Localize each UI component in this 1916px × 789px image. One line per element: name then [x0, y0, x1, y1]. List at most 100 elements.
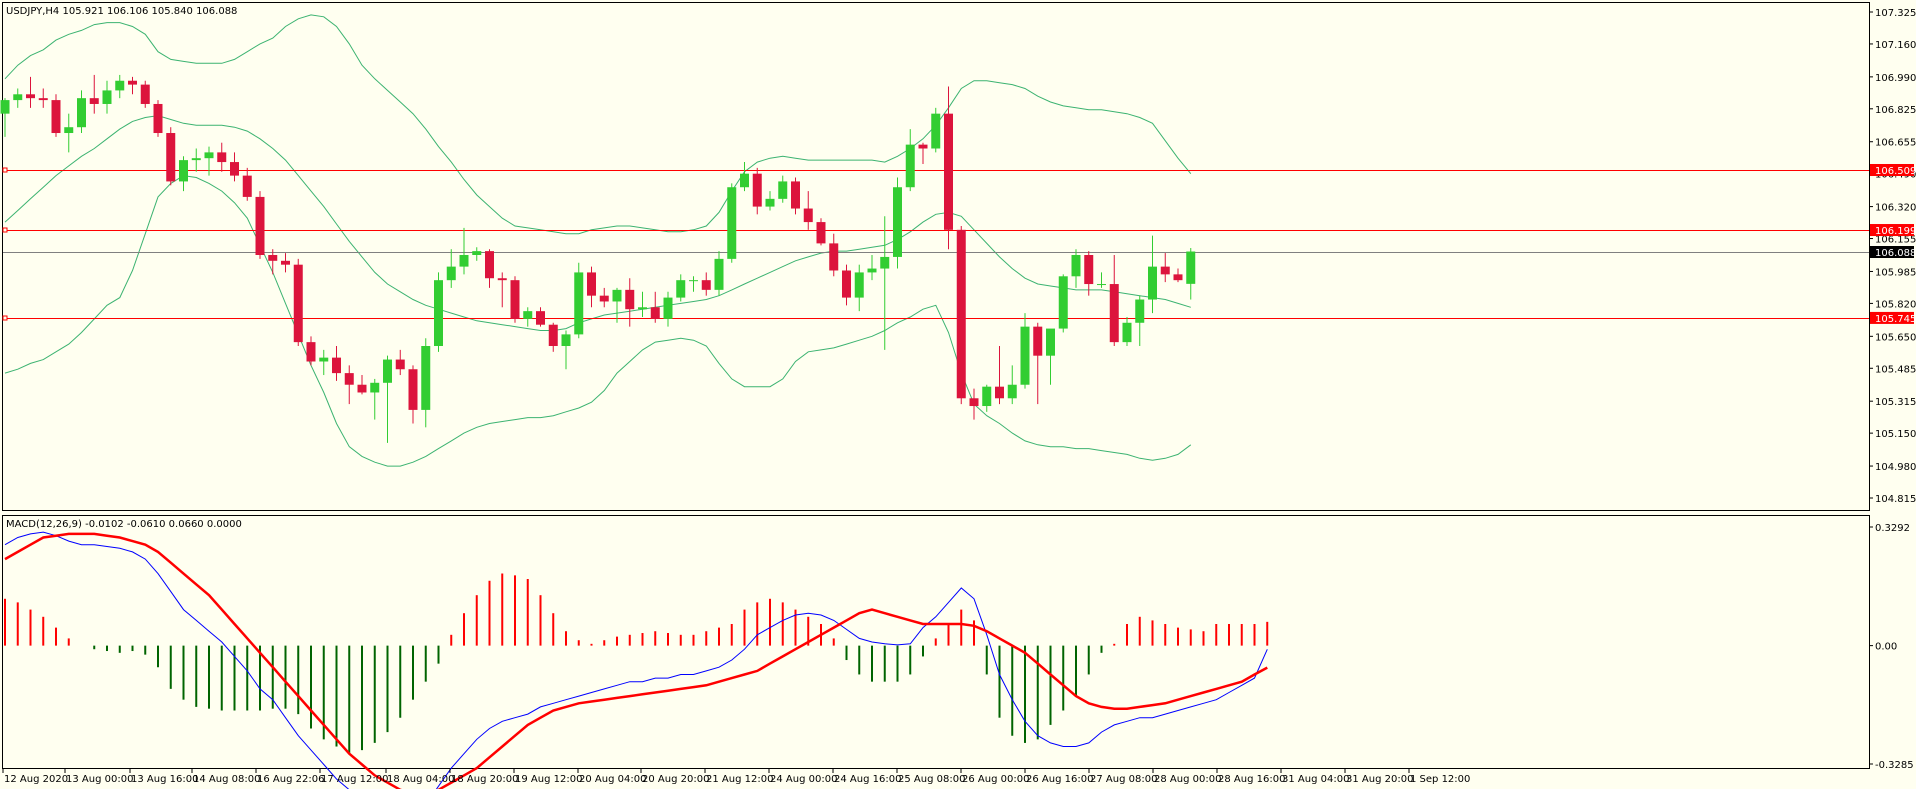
time-tick-label: 31 Aug 04:00: [1282, 774, 1349, 785]
time-tick-label: 13 Aug 00:00: [66, 774, 133, 785]
candle-body: [408, 369, 418, 410]
candle: [217, 142, 227, 172]
time-tick-label: 24 Aug 16:00: [834, 774, 901, 785]
bollinger-middle-band: [4, 115, 1191, 331]
candle: [944, 86, 953, 250]
candle: [332, 346, 341, 381]
candle: [179, 156, 188, 192]
level-anchor-3[interactable]: [2, 315, 8, 321]
candle: [1097, 272, 1106, 288]
candle-body: [344, 373, 354, 385]
candle-body: [1007, 384, 1017, 399]
candle-body: [752, 173, 762, 207]
price-tick-label: 105.650: [1875, 332, 1916, 343]
candle-body: [128, 80, 137, 85]
candle: [893, 177, 902, 269]
candle: [153, 100, 163, 137]
time-tick-label: 18 Aug 20:00: [451, 774, 518, 785]
price-tick-label: 104.815: [1875, 494, 1916, 505]
candle-body: [1135, 299, 1145, 323]
time-tick-label: 1 Sep 12:00: [1410, 774, 1470, 785]
bollinger-upper-band: [4, 14, 1192, 235]
candle-body: [51, 100, 61, 134]
candle-body: [816, 222, 826, 244]
macd-axis: 0.3292 0.00 -0.3285: [1869, 523, 1914, 771]
candle-body: [765, 198, 775, 207]
candle: [13, 88, 23, 108]
candle-body: [944, 113, 953, 230]
macd-tick-label: 0.00: [1875, 642, 1897, 653]
candle: [1160, 253, 1170, 283]
price-tick-label: 105.985: [1875, 267, 1916, 278]
candle-body: [969, 398, 979, 407]
candle-body: [867, 268, 877, 273]
time-tick-label: 20 Aug 04:00: [579, 774, 646, 785]
time-tick-label: 14 Aug 08:00: [193, 774, 260, 785]
time-tick-label: 25 Aug 08:00: [898, 774, 965, 785]
candle-body: [995, 386, 1004, 399]
candle: [0, 98, 10, 137]
candle: [982, 384, 992, 412]
candle-body: [268, 255, 278, 261]
candle-body: [1173, 274, 1183, 281]
candle: [77, 90, 86, 134]
candle-body: [842, 270, 851, 298]
candle: [115, 74, 125, 99]
candle-body: [1160, 266, 1170, 275]
candle: [421, 338, 431, 428]
candle-body: [905, 144, 915, 188]
price-tick-label: 106.825: [1875, 105, 1916, 116]
candle: [459, 227, 469, 275]
chart-header: USDJPY,H4 105.921 106.106 105.840 106.08…: [6, 6, 237, 17]
candle: [281, 253, 290, 273]
candle-body: [89, 98, 99, 104]
macd-tick-label: -0.3285: [1875, 760, 1914, 771]
macd-signal-line: [4, 532, 1268, 789]
candle-body: [740, 173, 749, 188]
candle-body: [803, 208, 813, 223]
candle-body: [1097, 284, 1106, 286]
time-tick-label: 24 Aug 00:00: [770, 774, 837, 785]
candle-body: [510, 280, 520, 319]
price-tick-label: 106.990: [1875, 73, 1916, 84]
bollinger-lower-band: [4, 175, 1192, 467]
candle: [548, 322, 558, 352]
macd-header: MACD(12,26,9) -0.0102 -0.0610 0.0660 0.0…: [6, 519, 242, 530]
candle: [1173, 268, 1183, 283]
time-tick-label: 31 Aug 20:00: [1346, 774, 1413, 785]
level-anchor-1[interactable]: [2, 167, 8, 173]
candle: [689, 276, 698, 292]
candle-body: [179, 160, 188, 182]
candle-body: [459, 255, 469, 267]
candle: [89, 74, 99, 114]
candle: [791, 177, 800, 215]
candle: [1033, 322, 1043, 405]
candle: [612, 287, 622, 323]
level-price-label-2: 106.199: [1875, 226, 1916, 237]
price-axis: 107.325107.160106.990106.825106.655106.4…: [1869, 8, 1916, 505]
candle: [714, 251, 724, 296]
candle: [344, 365, 354, 405]
time-tick-label: 16 Aug 22:06: [257, 774, 324, 785]
candle-body: [727, 187, 737, 259]
candle: [242, 167, 252, 201]
candle-body: [1122, 322, 1132, 343]
candle: [880, 216, 890, 350]
candle-body: [485, 251, 494, 279]
horizontal-levels[interactable]: [2, 167, 1869, 321]
candle: [1186, 248, 1196, 300]
time-tick-label: 28 Aug 16:00: [1218, 774, 1285, 785]
candle-body: [306, 342, 316, 362]
candle-body: [102, 90, 112, 104]
candle: [510, 276, 520, 323]
candle-body: [153, 103, 163, 134]
candle: [306, 336, 316, 366]
candle-body: [561, 334, 571, 347]
level-anchor-2[interactable]: [2, 227, 8, 233]
candle-body: [599, 295, 609, 302]
candle-body: [319, 357, 329, 362]
price-tick-label: 105.150: [1875, 429, 1916, 440]
candle: [26, 76, 35, 108]
price-tick-label: 106.320: [1875, 203, 1916, 214]
